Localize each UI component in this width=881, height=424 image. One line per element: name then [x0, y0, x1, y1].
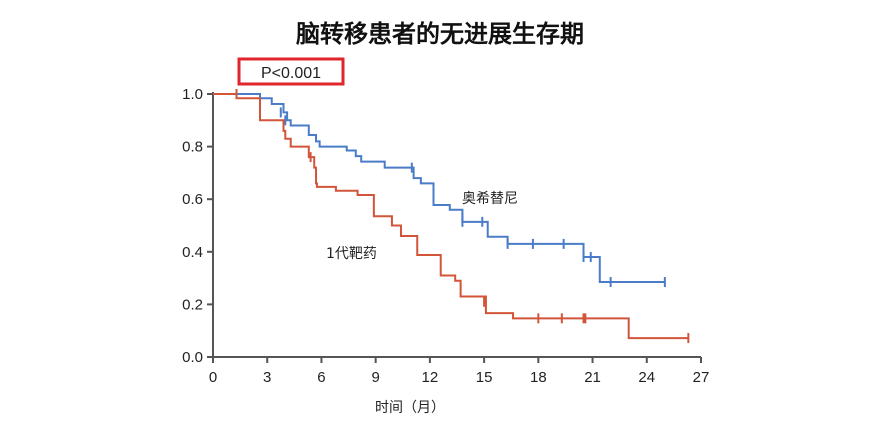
p-value: P<0.001	[261, 65, 321, 82]
annotation-first-gen: 1代靶药	[326, 246, 377, 262]
annotation-osimertinib: 奥希替尼	[462, 190, 518, 207]
y-tick-label: 0.8	[182, 139, 203, 156]
x-tick-label: 9	[371, 369, 379, 386]
y-tick-label: 0.0	[182, 349, 203, 366]
chart-title: 脑转移患者的无进展生存期	[295, 20, 584, 48]
survival-curve-osimertinib	[213, 93, 665, 284]
x-tick-label: 24	[638, 369, 655, 386]
p-value-box	[237, 57, 345, 86]
x-tick-label: 0	[209, 369, 217, 386]
y-tick-label: 0.2	[182, 296, 203, 313]
x-tick-label: 27	[693, 369, 710, 386]
x-tick-label: 21	[584, 369, 601, 386]
x-tick-label: 12	[422, 369, 439, 386]
survival-curve-first-gen	[213, 93, 689, 340]
x-tick-label: 3	[263, 369, 271, 386]
y-tick-label: 0.6	[182, 191, 203, 208]
x-tick-label: 6	[317, 369, 325, 386]
y-tick-label: 0.4	[182, 244, 203, 261]
x-tick-label: 15	[476, 369, 493, 386]
y-tick-label: 1.0	[182, 86, 203, 103]
x-axis-label: 时间（月）	[375, 400, 445, 416]
x-tick-label: 18	[530, 369, 547, 386]
